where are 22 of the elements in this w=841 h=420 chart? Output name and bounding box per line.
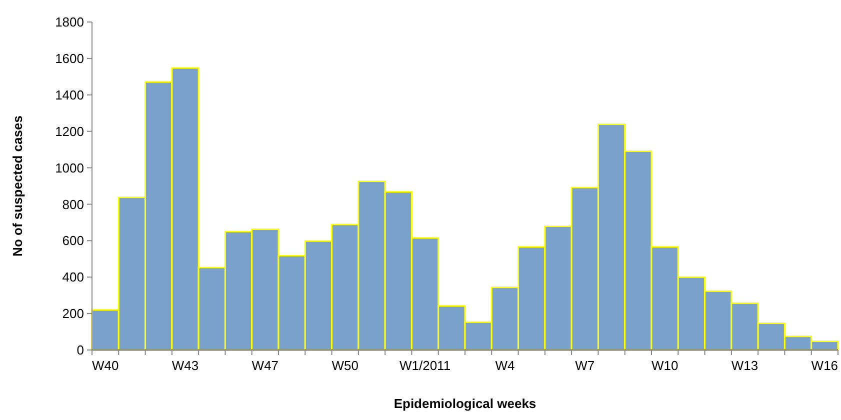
y-tick-label: 800 (62, 196, 84, 212)
y-tick-label: 400 (62, 270, 84, 285)
y-tick-label: 1000 (55, 160, 84, 176)
x-tick-label: W10 (651, 358, 678, 373)
x-tick-label: W47 (252, 358, 279, 373)
y-tick-label: 600 (62, 233, 84, 248)
x-tick-label: W7 (575, 358, 595, 373)
x-tick-label: W40 (92, 358, 119, 373)
y-tick-label: 0 (76, 342, 84, 358)
x-tick-label: W16 (811, 358, 838, 373)
x-tick-label: W4 (495, 358, 515, 373)
x-axis-title: Epidemiological weeks (394, 396, 536, 411)
y-tick-label: 1800 (55, 14, 84, 30)
y-axis-title: No of suspected cases (10, 116, 25, 256)
x-tick-label: W50 (332, 358, 358, 373)
y-tick-label: 1600 (55, 50, 84, 66)
x-tick-label: W43 (172, 358, 199, 373)
y-tick-label: 1200 (55, 124, 84, 139)
x-tick-label: W13 (731, 358, 758, 373)
y-tick-label: 1400 (55, 87, 84, 102)
x-tick-label: W1/2011 (399, 358, 451, 373)
y-tick-label: 200 (62, 306, 84, 322)
